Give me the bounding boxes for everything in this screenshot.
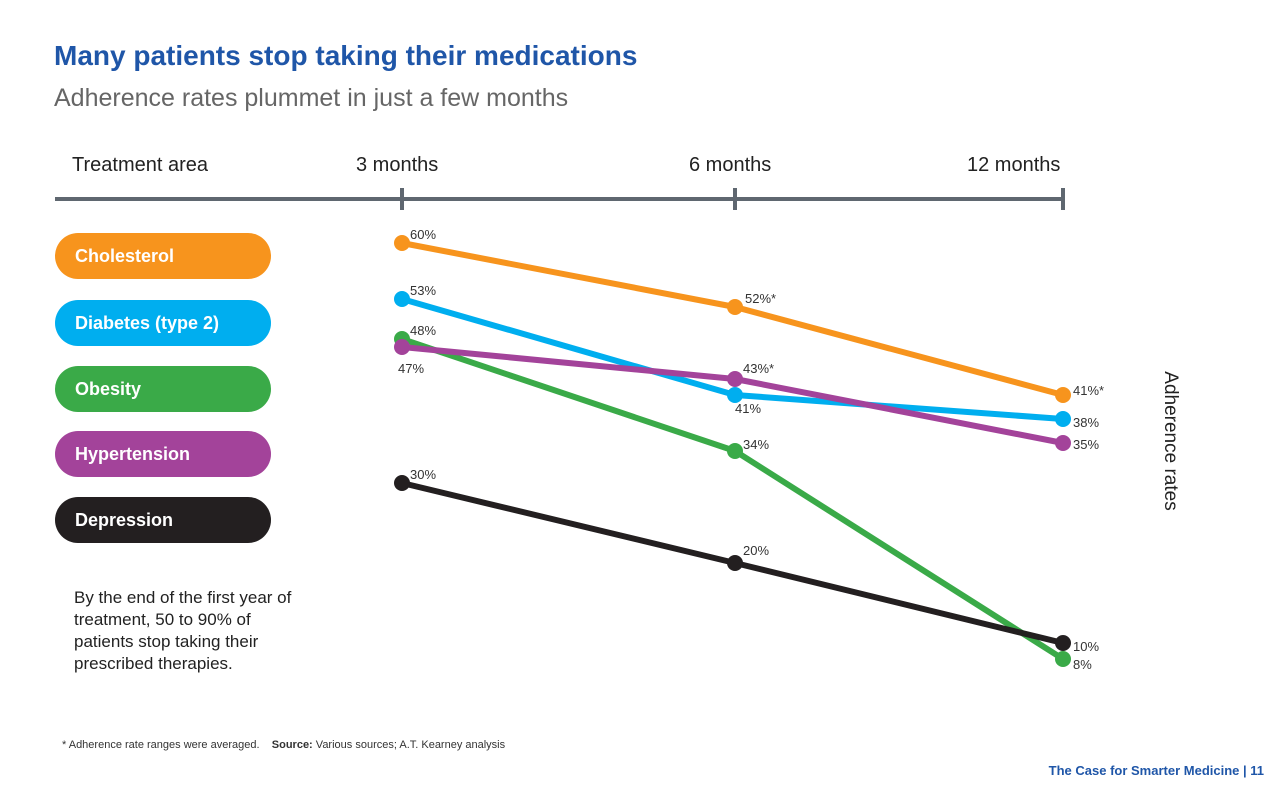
data-label: 41%* bbox=[1073, 383, 1104, 398]
x-tick-label: 12 months bbox=[967, 154, 1061, 176]
data-label: 34% bbox=[743, 437, 769, 452]
data-point bbox=[394, 339, 410, 355]
header-treatment-area: Treatment area bbox=[72, 154, 208, 176]
page-title: Many patients stop taking their medicati… bbox=[54, 40, 638, 71]
page-footer: The Case for Smarter Medicine | 11 bbox=[1048, 763, 1264, 778]
data-label: 52%* bbox=[745, 291, 776, 306]
data-label: 10% bbox=[1073, 639, 1099, 654]
page-subtitle: Adherence rates plummet in just a few mo… bbox=[54, 84, 569, 112]
footnote-text: * Adherence rate ranges were averaged. bbox=[62, 739, 260, 751]
data-point bbox=[727, 555, 743, 571]
data-label: 43%* bbox=[743, 361, 774, 376]
x-tick-label: 3 months bbox=[356, 154, 439, 176]
legend-pill: Diabetes (type 2) bbox=[55, 300, 271, 346]
legend-pill: Hypertension bbox=[55, 431, 271, 477]
data-label: 53% bbox=[410, 283, 436, 298]
data-label: 60% bbox=[410, 227, 436, 242]
source-text: Various sources; A.T. Kearney analysis bbox=[315, 739, 506, 751]
data-point bbox=[727, 443, 743, 459]
data-label: 48% bbox=[410, 323, 436, 338]
series-line bbox=[401, 336, 1065, 662]
footnote: * Adherence rate ranges were averaged. S… bbox=[62, 739, 505, 751]
legend-pill: Depression bbox=[55, 497, 271, 543]
data-point bbox=[727, 387, 743, 403]
note-text: By the end of the first year of treatmen… bbox=[74, 588, 292, 673]
data-point bbox=[1055, 411, 1071, 427]
data-point bbox=[394, 291, 410, 307]
data-point bbox=[727, 371, 743, 387]
legend-pill: Obesity bbox=[55, 366, 271, 412]
data-label: 38% bbox=[1073, 415, 1099, 430]
data-point bbox=[1055, 435, 1071, 451]
source-label: Source: bbox=[271, 739, 313, 751]
data-label: 30% bbox=[410, 467, 436, 482]
data-point bbox=[1055, 387, 1071, 403]
data-point bbox=[1055, 651, 1071, 667]
data-point bbox=[1055, 635, 1071, 651]
data-label: 41% bbox=[735, 401, 761, 416]
data-label: 35% bbox=[1073, 437, 1099, 452]
data-point bbox=[727, 299, 743, 315]
data-point bbox=[394, 235, 410, 251]
data-label: 47% bbox=[398, 361, 424, 376]
data-label: 20% bbox=[743, 543, 769, 558]
data-point bbox=[394, 475, 410, 491]
x-tick-label: 6 months bbox=[689, 154, 772, 176]
y-axis-label: Adherence rates bbox=[1160, 371, 1181, 511]
data-label: 8% bbox=[1073, 657, 1092, 672]
legend-pill: Cholesterol bbox=[55, 233, 271, 279]
